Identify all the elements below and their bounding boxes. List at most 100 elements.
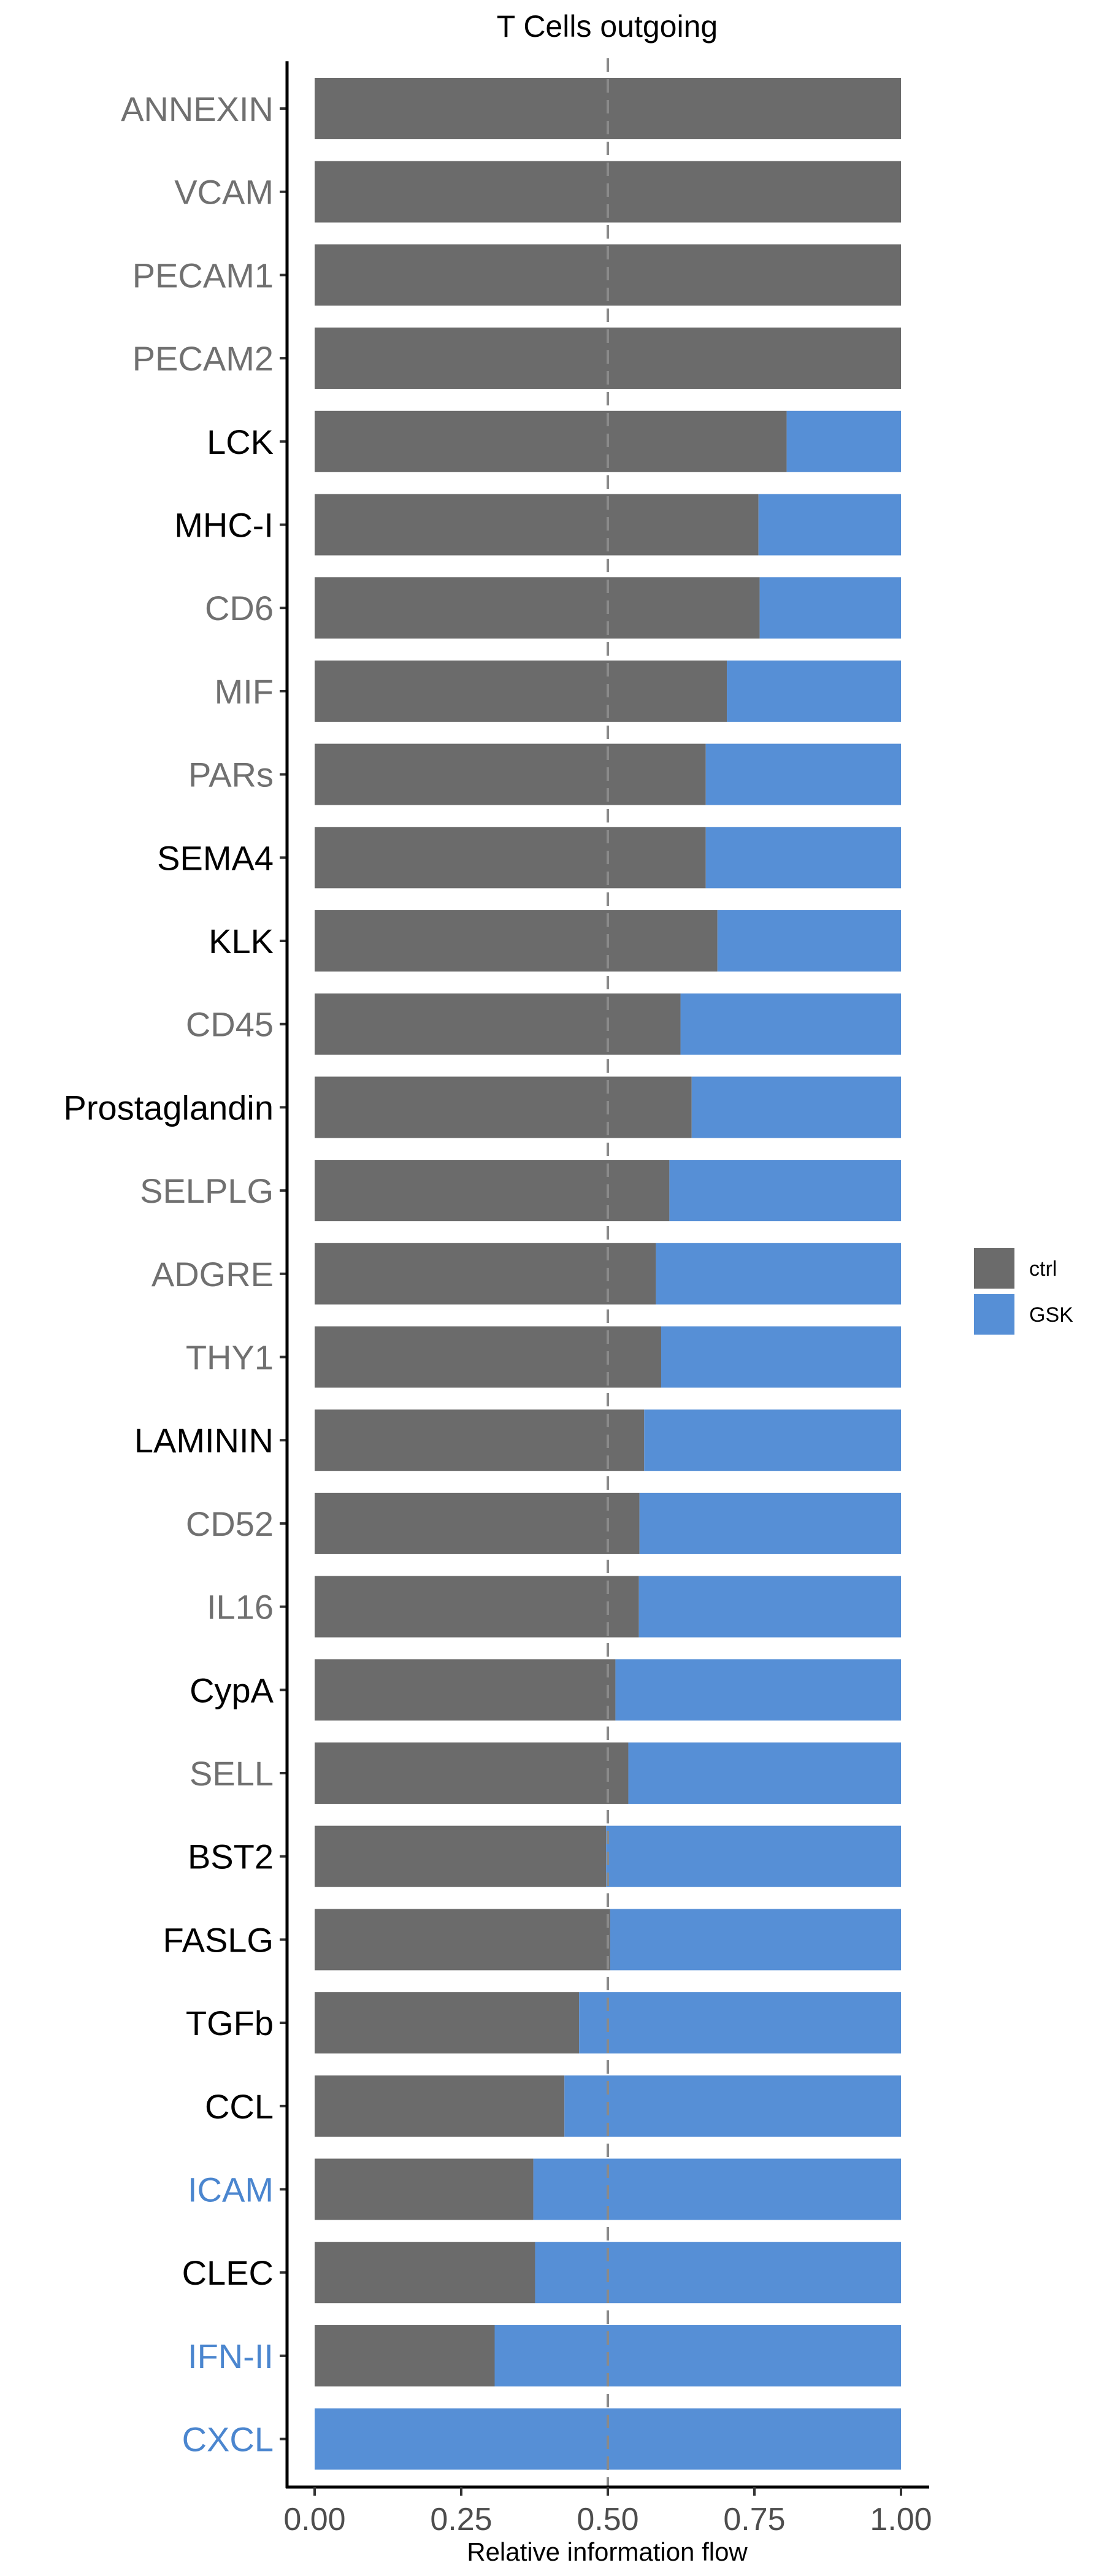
bar-row-mif <box>315 660 901 722</box>
bar-gsk-sell <box>628 1742 901 1804</box>
category-label-pecam2: PECAM2 <box>132 339 274 378</box>
bar-ctrl-tgfb <box>315 1992 580 2054</box>
x-axis-title: Relative information flow <box>467 2537 748 2566</box>
legend-label-ctrl: ctrl <box>1029 1257 1057 1281</box>
bar-gsk-cd6 <box>759 577 901 639</box>
category-labels: ANNEXIN VCAM PECAM1 PECAM2 LCK MHC-I CD6 MIF PAR… <box>64 90 274 2459</box>
bar-gsk-cd52 <box>639 1492 901 1554</box>
bar-ctrl-mhc-i <box>315 494 759 556</box>
bar-ctrl-icam <box>315 2158 534 2220</box>
bar-ctrl-lck <box>315 410 787 472</box>
category-label-clec: CLEC <box>182 2253 274 2292</box>
bar-gsk-sema4 <box>705 827 901 889</box>
category-label-pars: PARs <box>188 756 274 794</box>
category-label-icam: ICAM <box>188 2171 274 2209</box>
category-label-thy1: THY1 <box>186 1338 274 1377</box>
category-label-cd6: CD6 <box>205 589 274 627</box>
category-label-laminin: LAMININ <box>134 1421 274 1460</box>
bar-gsk-cypa <box>615 1659 901 1721</box>
bar-gsk-cd45 <box>680 993 901 1055</box>
bar-row-il16 <box>315 1576 901 1638</box>
bar-gsk-laminin <box>644 1409 901 1471</box>
bar-row-prostaglandin <box>315 1076 901 1138</box>
bar-row-adgre <box>315 1243 901 1305</box>
category-label-faslg: FASLG <box>163 1920 274 1959</box>
category-label-adgre: ADGRE <box>151 1255 274 1294</box>
category-label-klk: KLK <box>209 922 274 960</box>
bar-gsk-lck <box>786 410 901 472</box>
bar-gsk-clec <box>535 2242 901 2304</box>
category-label-sell: SELL <box>190 1754 274 1793</box>
legend-swatch-gsk <box>974 1294 1014 1335</box>
bar-ctrl-sema4 <box>315 827 706 889</box>
bar-gsk-thy1 <box>661 1326 901 1388</box>
bar-ctrl-il16 <box>315 1576 639 1638</box>
bar-ctrl-mif <box>315 660 727 722</box>
x-ticks: 0.00 0.25 0.50 0.75 1.00 <box>283 2487 932 2537</box>
category-label-ifn-ii: IFN-II <box>188 2337 274 2375</box>
bar-ctrl-cd6 <box>315 577 760 639</box>
bar-row-ifn-ii <box>315 2325 901 2386</box>
x-tick-label-1: 0.25 <box>430 2502 492 2537</box>
bar-gsk-adgre <box>656 1243 901 1305</box>
bar-gsk-bst2 <box>606 1825 901 1887</box>
bar-gsk-icam <box>533 2158 901 2220</box>
bar-gsk-il16 <box>638 1576 901 1638</box>
category-label-pecam1: PECAM1 <box>132 256 274 294</box>
legend: ctrl GSK <box>974 1248 1073 1335</box>
bar-ctrl-clec <box>315 2242 535 2304</box>
bar-row-cd45 <box>315 993 901 1055</box>
bar-ctrl-faslg <box>315 1909 610 1971</box>
category-label-cd52: CD52 <box>186 1505 274 1543</box>
bar-ctrl-selplg <box>315 1160 670 1222</box>
bar-row-thy1 <box>315 1326 901 1388</box>
bar-ctrl-pars <box>315 743 706 805</box>
bar-row-cd52 <box>315 1492 901 1554</box>
bar-gsk-faslg <box>610 1909 901 1971</box>
bar-row-pars <box>315 743 901 805</box>
bar-gsk-selplg <box>669 1160 901 1222</box>
bar-ctrl-klk <box>315 910 718 972</box>
bar-ctrl-cypa <box>315 1659 616 1721</box>
bar-ctrl-sell <box>315 1742 629 1804</box>
x-tick-label-0: 0.00 <box>283 2502 345 2537</box>
category-label-vcam: VCAM <box>174 173 274 212</box>
category-label-mif: MIF <box>215 672 274 711</box>
bar-gsk-ccl <box>564 2075 901 2137</box>
bar-row-cd6 <box>315 577 901 639</box>
bar-row-sell <box>315 1742 901 1804</box>
bar-row-faslg <box>315 1909 901 1971</box>
bar-gsk-prostaglandin <box>691 1076 901 1138</box>
bar-ctrl-cd52 <box>315 1492 640 1554</box>
bar-ctrl-ifn-ii <box>315 2325 495 2386</box>
bar-row-icam <box>315 2158 901 2220</box>
bar-gsk-pars <box>705 743 901 805</box>
category-label-mhc-i: MHC-I <box>174 506 274 545</box>
bars <box>315 78 901 2470</box>
category-label-bst2: BST2 <box>188 1838 274 1876</box>
bar-gsk-tgfb <box>579 1992 901 2054</box>
bar-ctrl-bst2 <box>315 1825 607 1887</box>
x-tick-label-2: 0.50 <box>577 2502 638 2537</box>
bar-row-bst2 <box>315 1825 901 1887</box>
category-label-lck: LCK <box>207 423 274 461</box>
bar-ctrl-thy1 <box>315 1326 661 1388</box>
bar-row-ccl <box>315 2075 901 2137</box>
bar-gsk-mhc-i <box>758 494 901 556</box>
category-label-cxcl: CXCL <box>182 2420 274 2459</box>
chart-title: T Cells outgoing <box>497 9 718 44</box>
legend-swatch-ctrl <box>974 1248 1014 1289</box>
category-label-il16: IL16 <box>207 1588 274 1627</box>
bar-ctrl-cd45 <box>315 993 681 1055</box>
bar-ctrl-laminin <box>315 1409 645 1471</box>
category-label-annexin: ANNEXIN <box>121 90 274 128</box>
bar-ctrl-adgre <box>315 1243 656 1305</box>
bar-row-clec <box>315 2242 901 2304</box>
x-tick-label-3: 0.75 <box>723 2502 785 2537</box>
bar-row-cypa <box>315 1659 901 1721</box>
bar-ctrl-ccl <box>315 2075 565 2137</box>
category-label-cd45: CD45 <box>186 1005 274 1044</box>
bar-row-sema4 <box>315 827 901 889</box>
bar-row-tgfb <box>315 1992 901 2054</box>
